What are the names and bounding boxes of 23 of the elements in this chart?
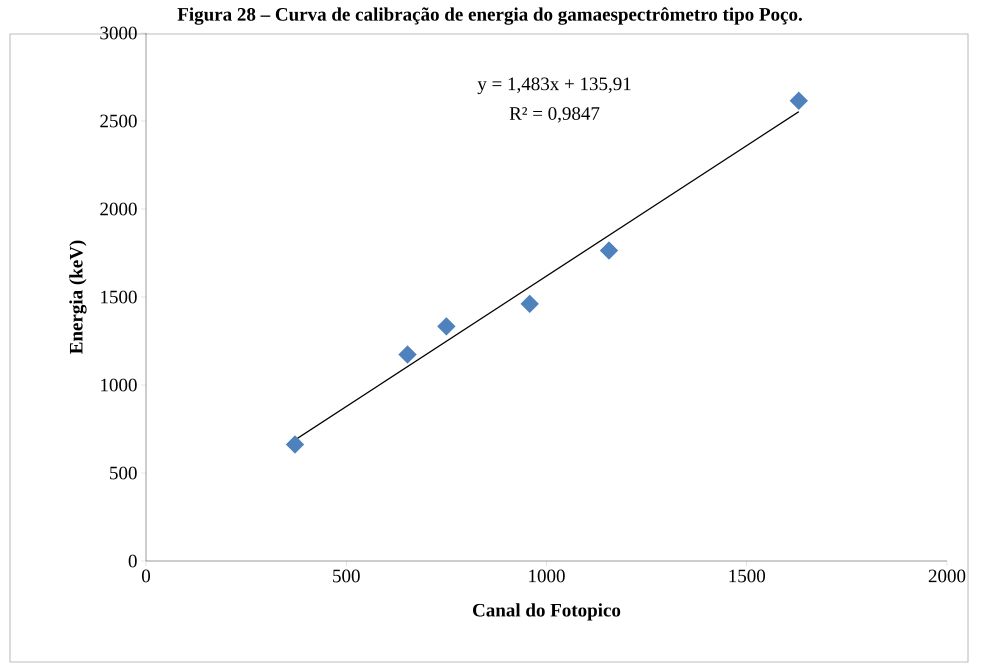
point — [286, 435, 304, 454]
y-tick-label: 0 — [128, 554, 137, 568]
x-tick-label: 0 — [142, 570, 150, 582]
point — [398, 345, 417, 364]
y-tick-label: 1000 — [101, 378, 137, 392]
x-tick-label: 2000 — [928, 570, 966, 582]
y-tick-label: 3000 — [100, 26, 137, 40]
annotation: R² = 0,9847 — [510, 107, 600, 123]
point — [520, 294, 539, 314]
point — [600, 241, 618, 260]
y-tick-label: 2000 — [100, 202, 137, 216]
x-axis-title: Canal do Fotopico — [473, 603, 620, 620]
x-tick-label: 1500 — [729, 570, 766, 582]
y-tick-label: 2500 — [100, 114, 137, 128]
point — [437, 317, 456, 336]
x-tick-label: 500 — [333, 570, 360, 582]
x-tick-label: 1000 — [529, 570, 565, 582]
annotation: y = 1,483x + 135,91 — [478, 77, 631, 94]
y-axis-title: Energia (keV) — [69, 240, 87, 354]
chart-title: Figura 28 – Curva de calibração de energia do gamaespectrômetro tipo Poço. — [178, 7, 802, 25]
y-tick-label: 1500 — [101, 290, 137, 304]
y-tick-label: 500 — [110, 466, 137, 480]
point — [790, 92, 808, 110]
